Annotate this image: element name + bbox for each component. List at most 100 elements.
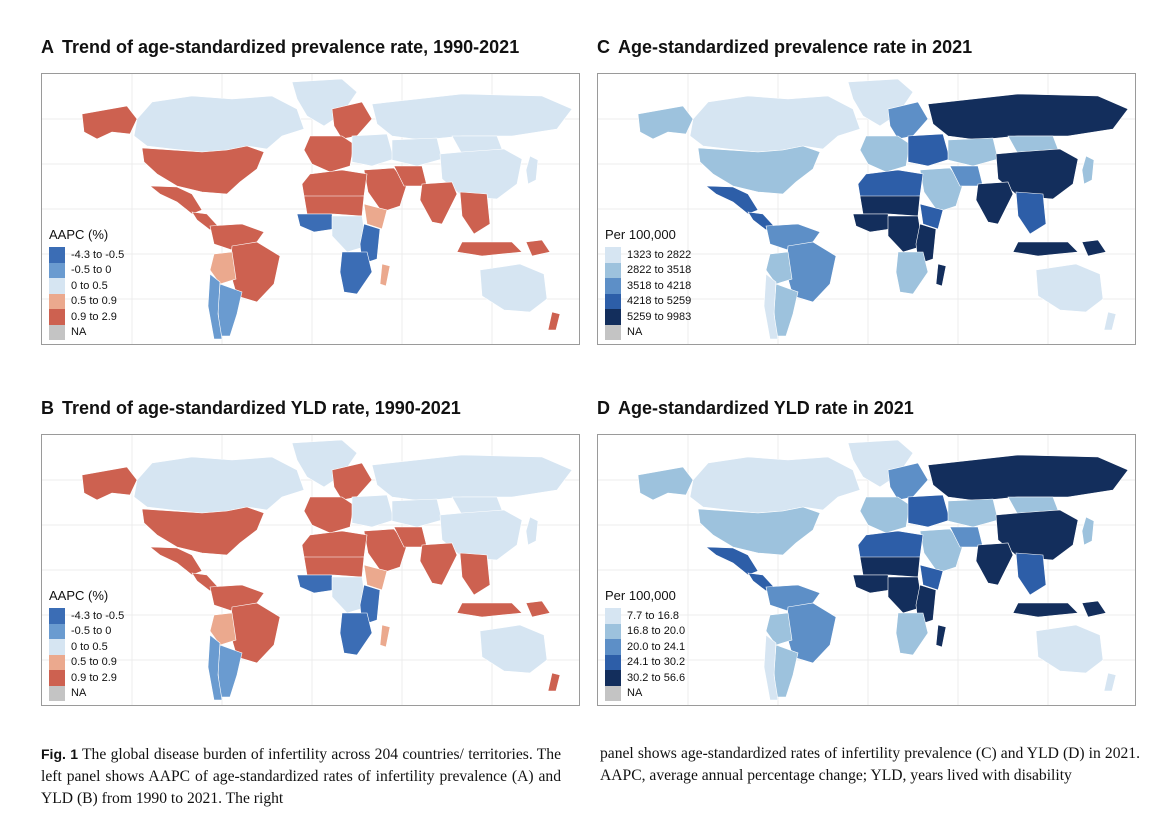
region-sahel <box>859 195 921 217</box>
legend-label: -4.3 to -0.5 <box>71 609 125 622</box>
region-central-asia <box>947 498 999 528</box>
region-canada <box>689 456 861 514</box>
region-central-africa <box>887 215 924 253</box>
region-australia <box>479 263 548 313</box>
region-madagascar <box>379 263 391 287</box>
region-se-asia <box>1015 552 1047 596</box>
world-map <box>597 73 1136 345</box>
region-se-asia <box>1015 191 1047 235</box>
region-west-africa <box>296 213 335 233</box>
legend-swatch <box>605 608 621 624</box>
region-southern-africa <box>339 612 373 656</box>
legend-title: AAPC (%) <box>49 588 109 603</box>
region-southern-africa <box>895 251 929 295</box>
region-central-asia <box>391 498 443 528</box>
legend-swatch <box>605 639 621 655</box>
region-alaska <box>81 466 138 501</box>
legend-item: 0.5 to 0.9 <box>49 293 124 309</box>
legend-label: 1323 to 2822 <box>627 248 692 261</box>
region-horn-africa <box>363 564 388 591</box>
region-australia <box>479 624 548 674</box>
legend-label: -4.3 to -0.5 <box>71 248 125 261</box>
region-central-africa <box>331 576 368 614</box>
legend-item: -4.3 to -0.5 <box>49 608 124 624</box>
legend-label: 2822 to 3518 <box>627 264 692 277</box>
legend-item: 24.1 to 30.2 <box>605 654 686 670</box>
caption-text-left: The global disease burden of infertility… <box>41 746 561 807</box>
region-north-africa <box>301 169 368 199</box>
region-russia <box>927 93 1129 141</box>
region-alaska <box>81 105 138 140</box>
region-canada <box>689 95 861 153</box>
legend-swatch <box>49 278 65 294</box>
region-canada <box>133 95 305 153</box>
legend-item: -0.5 to 0 <box>49 623 124 639</box>
region-sahel <box>859 556 921 578</box>
legend-swatch <box>605 654 621 670</box>
region-se-asia <box>459 552 491 596</box>
panel-letter: C <box>597 37 610 57</box>
map-legend: AAPC (%) -4.3 to -0.5 -0.5 to 0 0 to 0.5 0.… <box>49 588 124 701</box>
legend-label: 0.5 to 0.9 <box>71 295 117 308</box>
region-argentina <box>773 283 799 337</box>
region-indonesia <box>456 602 523 618</box>
region-middle-east <box>363 167 408 213</box>
panel-letter: B <box>41 398 54 418</box>
legend-item: 4218 to 5259 <box>605 293 691 309</box>
region-scandinavia <box>887 101 929 140</box>
legend-label: -0.5 to 0 <box>71 264 112 277</box>
legend-item: NA <box>605 324 691 340</box>
figure-label: Fig. 1 <box>41 746 78 762</box>
region-central-asia <box>391 137 443 167</box>
legend-item: 16.8 to 20.0 <box>605 623 685 639</box>
legend-swatch <box>605 670 621 686</box>
legend-item: NA <box>49 685 124 701</box>
region-chile <box>207 634 223 701</box>
legend-item: NA <box>605 685 685 701</box>
panel-title-text: Age-standardized prevalence rate in 2021 <box>618 37 973 57</box>
region-japan <box>1081 516 1095 546</box>
region-horn-africa <box>363 203 388 230</box>
region-alaska <box>637 105 694 140</box>
region-chile <box>207 273 223 340</box>
region-scandinavia <box>887 462 929 501</box>
legend-swatch <box>49 685 65 701</box>
region-mexico <box>705 546 759 576</box>
legend-item: 0.9 to 2.9 <box>49 309 124 325</box>
region-bolivia <box>209 251 237 285</box>
region-argentina <box>217 283 243 337</box>
region-sahel <box>303 195 365 217</box>
legend-item: -4.3 to -0.5 <box>49 247 124 263</box>
figure-caption-right: panel shows age-standardized rates of in… <box>600 743 1140 787</box>
region-new-zealand <box>1103 311 1117 331</box>
panel-title-text: Age-standardized YLD rate in 2021 <box>618 398 914 418</box>
panel-letter: A <box>41 37 54 57</box>
legend-label: 24.1 to 30.2 <box>627 656 686 669</box>
legend-swatch <box>605 324 621 340</box>
map-svg <box>42 74 579 344</box>
region-central-asia <box>947 137 999 167</box>
legend-swatch <box>49 639 65 655</box>
region-india <box>419 542 458 586</box>
region-europe-w <box>859 496 911 534</box>
legend-label: 0.9 to 2.9 <box>71 671 117 684</box>
region-horn-africa <box>919 564 944 591</box>
legend-item: 0 to 0.5 <box>49 639 124 655</box>
region-russia <box>927 454 1129 502</box>
region-australia <box>1035 624 1104 674</box>
region-sahel <box>303 556 365 578</box>
legend-item: 3518 to 4218 <box>605 278 691 294</box>
region-north-america <box>141 145 265 195</box>
legend-swatch <box>605 309 621 325</box>
figure-caption-left: Fig. 1 The global disease burden of infe… <box>41 743 561 810</box>
region-argentina <box>217 644 243 698</box>
region-europe-e <box>907 494 951 528</box>
legend-label: NA <box>627 687 643 700</box>
legend-swatch <box>49 623 65 639</box>
legend-swatch <box>49 324 65 340</box>
region-europe-w <box>303 135 355 173</box>
region-europe-e <box>351 494 395 528</box>
legend-swatch <box>49 670 65 686</box>
legend-item: 1323 to 2822 <box>605 247 691 263</box>
legend-swatch <box>49 262 65 278</box>
